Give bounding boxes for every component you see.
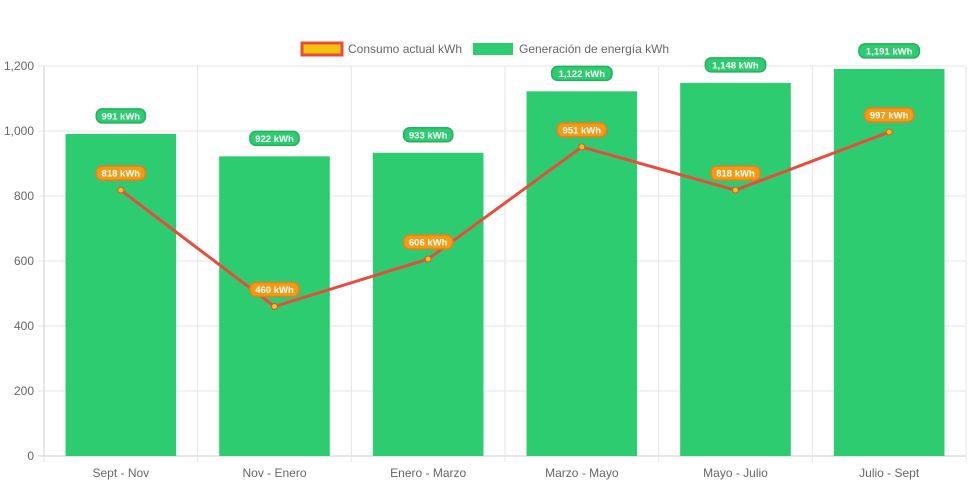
line-data-label-badge	[95, 165, 147, 181]
legend-swatch-consumo	[300, 41, 344, 57]
bar-data-label-text: 933 kWh	[409, 130, 448, 141]
line-point[interactable]	[578, 143, 586, 151]
line-data-label: 818 kWh	[95, 165, 147, 181]
line-data-label-text: 818 kWh	[716, 169, 755, 180]
line-data-label-text: 951 kWh	[563, 125, 602, 136]
line-path	[119, 130, 890, 308]
x-tick-label: Marzo - Mayo	[545, 466, 619, 480]
bar-data-label-badge	[95, 108, 147, 124]
grid	[38, 65, 967, 462]
legend-label-consumo: Consumo actual kWh	[348, 42, 462, 56]
bar-data-label-text: 922 kWh	[255, 134, 294, 145]
bar[interactable]	[65, 133, 177, 457]
x-tick-label: Enero - Marzo	[390, 466, 466, 480]
bar-data-label: 933 kWh	[402, 127, 454, 143]
bar-data-label: 1,191 kWh	[858, 43, 921, 59]
line-data-label-text: 606 kWh	[409, 238, 448, 249]
line-series	[117, 128, 893, 310]
bar[interactable]	[680, 82, 791, 457]
line-data-label-badge	[402, 234, 454, 250]
y-tick-label: 200	[14, 384, 34, 398]
line-data-label-text: 460 kWh	[255, 285, 294, 296]
bar-data-label-badge	[550, 65, 613, 82]
line-data-label-badge	[249, 281, 300, 298]
x-tick-label: Mayo - Julio	[703, 466, 768, 480]
y-tick-label: 400	[14, 319, 34, 333]
bar-data-label: 1,122 kWh	[550, 65, 613, 82]
line-data-label: 606 kWh	[402, 234, 454, 250]
line-point[interactable]	[117, 186, 125, 194]
y-tick-label: 1,200	[4, 59, 34, 73]
bar[interactable]	[833, 68, 945, 457]
bar-data-label-text: 1,191 kWh	[866, 46, 913, 57]
bar-data-label-badge	[858, 43, 921, 59]
line-data-label-text: 997 kWh	[870, 110, 909, 121]
line-data-label-badge	[556, 122, 608, 138]
x-tick-label: Julio - Sept	[859, 466, 920, 480]
legend-swatch-generacion	[473, 43, 513, 55]
line-data-label: 818 kWh	[710, 165, 761, 181]
x-tick-label: Nov - Enero	[242, 466, 306, 480]
bar-data-label-text: 1,148 kWh	[712, 60, 759, 71]
legend-item-generacion[interactable]: Generación de energía kWh	[473, 42, 669, 56]
bar-data-label-badge	[704, 57, 767, 73]
bar-data-label: 1,148 kWh	[704, 57, 767, 73]
bar-data-label-text: 1,122 kWh	[559, 69, 606, 80]
y-tick-label: 0	[27, 449, 34, 463]
line-data-label: 997 kWh	[863, 107, 915, 123]
y-tick-label: 600	[14, 254, 34, 268]
line-data-label-text: 818 kWh	[102, 169, 141, 180]
legend-label-generacion: Generación de energía kWh	[519, 42, 669, 56]
bar[interactable]	[526, 91, 638, 456]
line-data-label-badge	[863, 107, 915, 123]
bar-data-label: 922 kWh	[249, 130, 300, 147]
axes: 0 200 400 600 800 1,000 1,200 Sept - Nov Nov - E…	[4, 59, 920, 480]
bar-data-label-badge	[402, 127, 454, 143]
line-data-label: 460 kWh	[249, 281, 300, 298]
bar[interactable]	[372, 152, 484, 456]
line-point[interactable]	[885, 128, 893, 136]
legend: Consumo actual kWh Generación de energía…	[300, 41, 669, 57]
bar-data-label: 991 kWh	[95, 108, 147, 124]
line-data-label: 951 kWh	[556, 122, 608, 138]
bar-data-label-badge	[249, 130, 300, 147]
legend-item-consumo[interactable]: Consumo actual kWh	[300, 41, 462, 57]
line-point[interactable]	[271, 303, 278, 310]
y-tick-label: 1,000	[4, 124, 34, 138]
bar-data-label-text: 991 kWh	[102, 111, 141, 122]
y-tick-label: 800	[14, 189, 34, 203]
line-point[interactable]	[732, 186, 739, 194]
data-labels: 991 kWh 922 kWh 933 kWh 1,122 kWh 1,148 kWh 1…	[95, 43, 921, 298]
x-tick-label: Sept - Nov	[92, 466, 149, 480]
line-data-label-badge	[710, 165, 761, 181]
line-point[interactable]	[424, 255, 432, 263]
